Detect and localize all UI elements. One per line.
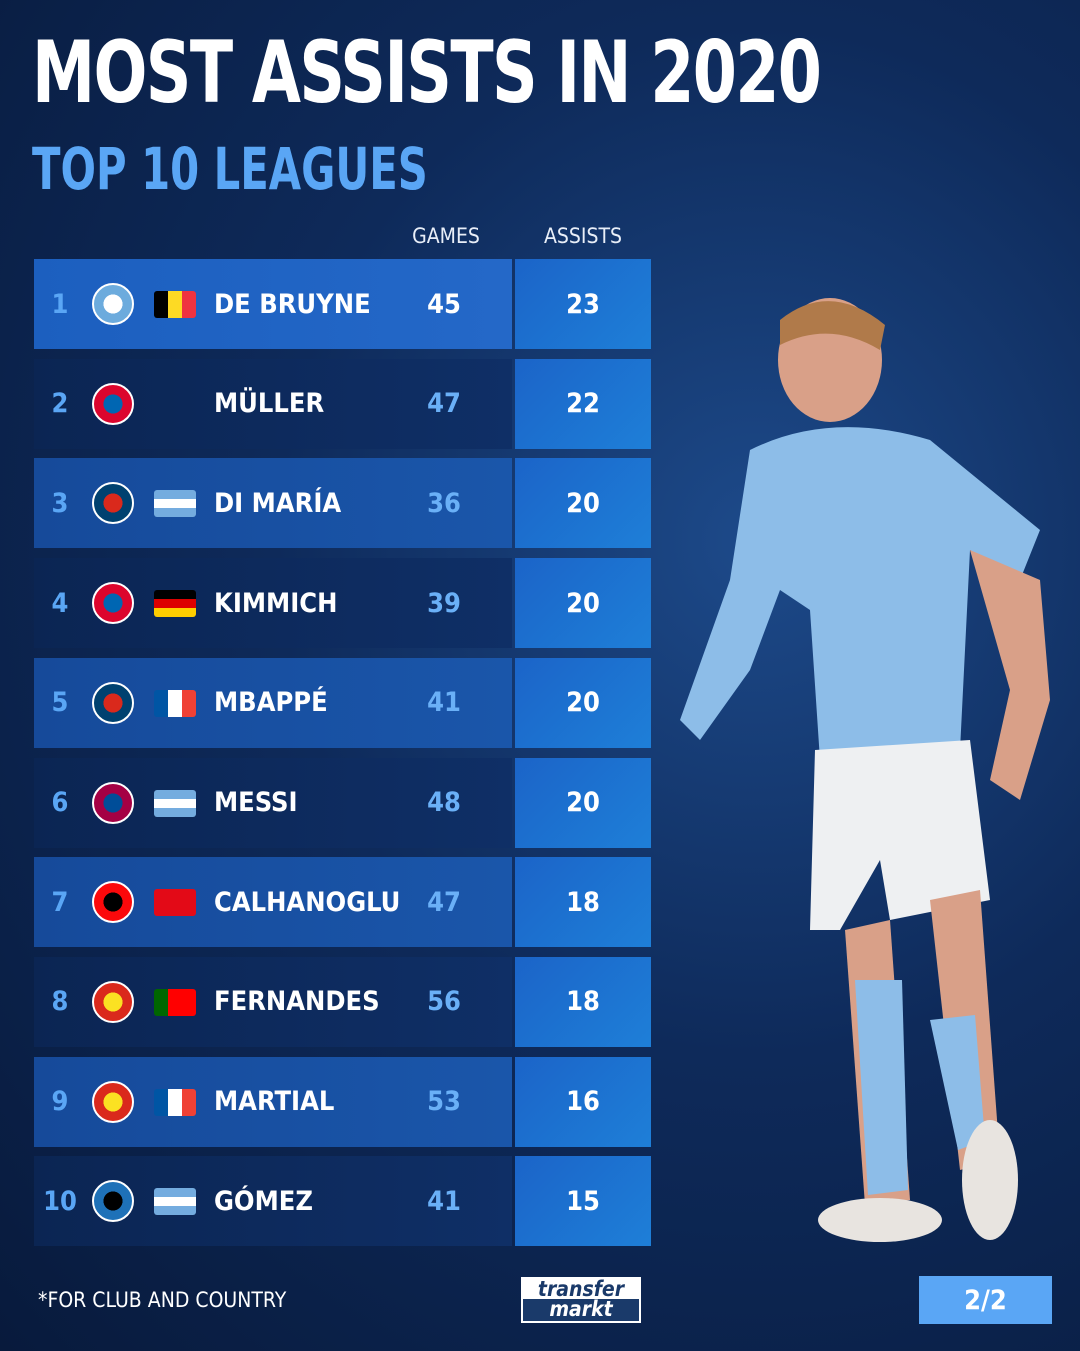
games-value: 53 [427, 1086, 461, 1118]
rank: 10 [43, 1185, 77, 1217]
club-crest-icon [92, 283, 134, 325]
assists-value: 18 [515, 857, 651, 948]
rank: 4 [51, 587, 69, 619]
country-flag-icon [154, 988, 196, 1016]
club-crest-icon [92, 382, 134, 425]
club-crest-icon [92, 1180, 134, 1223]
table-row: 3 DI MARÍA 36 [34, 458, 512, 549]
rank: 2 [51, 388, 69, 420]
rank: 3 [51, 487, 69, 519]
table-row: 5 MBAPPÉ 41 [34, 657, 512, 748]
player-name: CALHANOGLU [214, 886, 401, 918]
player-name: FERNANDES [214, 986, 380, 1018]
club-crest-icon [92, 681, 134, 724]
player-name: DE BRUYNE [214, 288, 371, 320]
footnote: *FOR CLUB AND COUNTRY [38, 1288, 287, 1312]
assists-value: 20 [515, 757, 651, 848]
transfermarkt-logo: transfer markt [521, 1277, 641, 1323]
games-value: 36 [427, 487, 461, 519]
table-row: 8 FERNANDES 56 [34, 956, 512, 1047]
assists-value: 15 [515, 1156, 651, 1247]
country-flag-icon [154, 490, 196, 518]
player-name: MESSI [214, 787, 298, 818]
club-crest-icon [92, 582, 134, 625]
assists-value: 16 [515, 1056, 651, 1147]
country-flag-icon [154, 1188, 196, 1216]
table-row: 1 DE BRUYNE 45 [34, 259, 512, 349]
column-header-assists: ASSISTS [543, 224, 622, 248]
country-flag-icon [154, 291, 196, 318]
rank: 1 [51, 288, 69, 320]
rank: 5 [51, 687, 69, 719]
assists-value: 20 [515, 657, 651, 748]
page-title: MOST ASSISTS IN 2020 [32, 23, 822, 123]
player-name: MBAPPÉ [214, 687, 328, 719]
rank: 7 [51, 886, 69, 918]
games-value: 39 [427, 587, 461, 619]
table-row: 9 MARTIAL 53 [34, 1056, 512, 1147]
country-flag-icon [154, 1088, 196, 1116]
country-flag-icon [154, 789, 196, 817]
assists-value: 20 [515, 558, 651, 649]
games-value: 47 [427, 388, 461, 420]
table-row: 7 CALHANOGLU 47 [34, 857, 512, 948]
player-name: DI MARÍA [214, 487, 342, 519]
country-flag-icon [154, 889, 196, 917]
club-crest-icon [92, 1080, 134, 1123]
table-row: 2 MÜLLER 47 [34, 358, 512, 449]
rank: 8 [51, 986, 69, 1018]
assists-value: 18 [515, 956, 651, 1047]
country-flag-icon [154, 689, 196, 717]
logo-line1: transfer [523, 1279, 639, 1300]
club-crest-icon [92, 482, 134, 525]
table-row: 4 KIMMICH 39 [34, 558, 512, 649]
assists-value: 20 [515, 458, 651, 549]
games-value: 45 [427, 288, 461, 320]
games-value: 56 [427, 986, 461, 1018]
page-subtitle: TOP 10 LEAGUES [32, 135, 428, 203]
logo-line2: markt [549, 1297, 613, 1321]
games-value: 48 [427, 787, 461, 818]
rank: 9 [51, 1086, 69, 1118]
column-header-games: GAMES [412, 224, 480, 248]
rank: 6 [51, 787, 69, 818]
table-row: 10 GÓMEZ 41 [34, 1156, 512, 1247]
country-flag-icon [154, 590, 196, 618]
player-name: KIMMICH [214, 587, 338, 619]
table-row: 6 MESSI 48 [34, 757, 512, 848]
assists-value: 23 [515, 259, 651, 349]
player-name: GÓMEZ [214, 1185, 313, 1217]
games-value: 41 [427, 687, 461, 719]
player-name: MARTIAL [214, 1086, 335, 1118]
page-indicator: 2/2 [919, 1276, 1052, 1324]
games-value: 47 [427, 886, 461, 918]
club-crest-icon [92, 781, 134, 824]
club-crest-icon [92, 980, 134, 1023]
player-photo [680, 298, 1050, 1242]
games-value: 41 [427, 1185, 461, 1217]
player-name: MÜLLER [214, 388, 325, 420]
assists-value: 22 [515, 358, 651, 449]
club-crest-icon [92, 881, 134, 924]
